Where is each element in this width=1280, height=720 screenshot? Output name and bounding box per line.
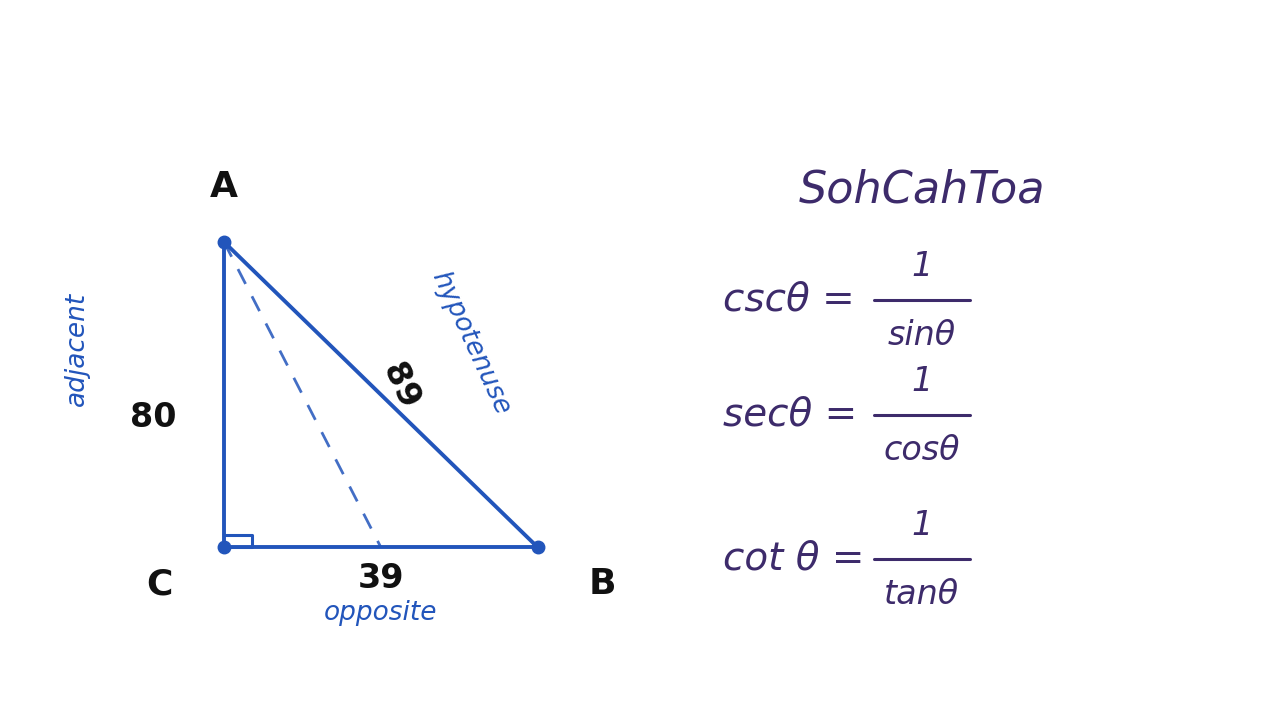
Text: adjacent: adjacent <box>64 292 90 405</box>
Text: B: B <box>589 567 616 601</box>
Text: 1: 1 <box>911 365 932 398</box>
Text: sinθ: sinθ <box>887 319 956 352</box>
Text: 1: 1 <box>911 509 932 542</box>
Text: 80: 80 <box>131 401 177 434</box>
Text: cosθ: cosθ <box>883 434 960 467</box>
Text: SohCahToa: SohCahToa <box>799 168 1044 212</box>
Text: A: A <box>210 171 238 204</box>
Text: 1: 1 <box>911 250 932 283</box>
Text: 89: 89 <box>375 358 425 414</box>
Text: 39: 39 <box>357 562 404 595</box>
Text: hypotenuse: hypotenuse <box>426 266 515 419</box>
Text: opposite: opposite <box>324 600 438 626</box>
Text: secθ =: secθ = <box>723 396 870 433</box>
Text: cscθ =: cscθ = <box>723 281 868 318</box>
Text: RECIPROCAL TRIG RATIOS: RECIPROCAL TRIG RATIOS <box>0 26 1280 132</box>
Text: C: C <box>146 567 173 601</box>
Text: cot θ =: cot θ = <box>723 540 877 577</box>
Text: tanθ: tanθ <box>884 578 959 611</box>
